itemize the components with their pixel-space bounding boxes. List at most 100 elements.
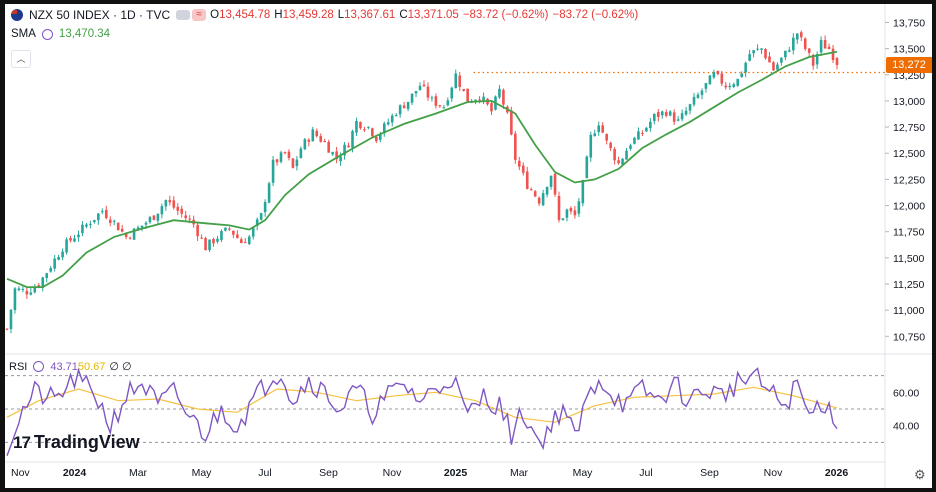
open-value: 13,454.78 bbox=[219, 9, 271, 21]
candle-body bbox=[228, 228, 231, 230]
x-tick-label: Sep bbox=[700, 467, 719, 479]
candle-body bbox=[629, 145, 632, 149]
candle-body bbox=[720, 73, 724, 84]
rsi-tick-label: 60.00 bbox=[893, 387, 919, 399]
tradingview-logo[interactable]: 17 TradingView bbox=[13, 432, 140, 453]
candle-body bbox=[196, 224, 199, 237]
candle-body bbox=[379, 134, 382, 140]
candle-body bbox=[819, 40, 823, 53]
rsi-line bbox=[6, 367, 838, 456]
candle-body bbox=[589, 134, 593, 158]
low-value: 13,367.61 bbox=[344, 9, 396, 21]
candle-body bbox=[418, 85, 422, 91]
candle-body bbox=[525, 171, 529, 189]
candle-body bbox=[410, 93, 414, 103]
candle-body bbox=[799, 32, 803, 38]
candle-body bbox=[259, 213, 263, 220]
candle-body bbox=[363, 129, 366, 131]
candle-body bbox=[327, 142, 330, 153]
eye-icon[interactable] bbox=[41, 28, 53, 40]
wave-icon[interactable]: ≈ bbox=[192, 9, 207, 21]
y-tick-label: 11,250 bbox=[893, 279, 924, 291]
y-tick-label: 12,750 bbox=[893, 122, 925, 134]
candle-body bbox=[104, 209, 108, 219]
candle-body bbox=[593, 133, 597, 137]
candle-body bbox=[458, 75, 462, 87]
candle-body bbox=[406, 101, 410, 110]
candle-body bbox=[5, 328, 9, 330]
candle-body bbox=[625, 150, 628, 160]
symbol-title[interactable]: NZX 50 INDEX · 1D · TVC bbox=[29, 8, 171, 22]
candle-body bbox=[180, 208, 184, 214]
candle-body bbox=[430, 97, 434, 99]
candle-body bbox=[204, 238, 207, 251]
x-tick-label: 2026 bbox=[825, 467, 849, 479]
candle-body bbox=[744, 62, 747, 73]
candle-body bbox=[597, 125, 601, 133]
rsi-tick-label: 40.00 bbox=[893, 421, 919, 433]
candle-body bbox=[498, 88, 501, 98]
candle-body bbox=[307, 139, 311, 142]
candle-body bbox=[212, 238, 215, 244]
candle-body bbox=[375, 136, 378, 142]
candle-body bbox=[827, 46, 831, 49]
candle-body bbox=[172, 200, 176, 208]
candle-body bbox=[521, 165, 525, 173]
candle-body bbox=[549, 175, 553, 187]
candle-body bbox=[97, 213, 100, 221]
market-status-icon[interactable] bbox=[176, 10, 191, 20]
candle-body bbox=[402, 105, 406, 109]
y-tick-label: 13,000 bbox=[893, 96, 925, 108]
candle-body bbox=[815, 54, 819, 65]
candle-body bbox=[69, 237, 72, 241]
x-tick-label: Mar bbox=[510, 467, 529, 479]
rsi-ma-line bbox=[6, 386, 838, 423]
collapse-legend-button[interactable]: ︿ bbox=[11, 50, 31, 68]
price-chart[interactable]: 13,75013,50013,25013,00012,75012,50012,2… bbox=[5, 4, 932, 488]
candle-body bbox=[367, 126, 370, 128]
candle-body bbox=[283, 152, 287, 154]
candle-body bbox=[684, 110, 688, 115]
rsi-legend[interactable]: RSI 43.71 50.67 ∅ ∅ bbox=[9, 360, 132, 374]
y-tick-label: 11,750 bbox=[893, 227, 924, 239]
candle-body bbox=[65, 239, 68, 253]
rsi-ma-value: 50.67 bbox=[77, 360, 106, 373]
candle-body bbox=[394, 115, 398, 117]
x-tick-label: Nov bbox=[383, 467, 402, 479]
sma-legend[interactable]: SMA 13,470.34 bbox=[11, 28, 110, 40]
candle-body bbox=[446, 100, 450, 106]
gear-icon[interactable]: ⚙ bbox=[914, 467, 926, 482]
candle-body bbox=[267, 183, 271, 203]
candle-body bbox=[184, 215, 188, 219]
candle-body bbox=[152, 215, 156, 220]
candle-body bbox=[315, 130, 319, 137]
candle-body bbox=[37, 285, 41, 288]
y-tick-label: 12,250 bbox=[893, 174, 925, 186]
candle-body bbox=[13, 288, 17, 311]
candle-body bbox=[795, 33, 799, 40]
y-tick-label: 12,500 bbox=[893, 148, 925, 160]
candle-body bbox=[390, 115, 394, 123]
candle-body bbox=[768, 56, 771, 63]
high-value: 13,459.28 bbox=[282, 9, 334, 21]
candle-body bbox=[545, 186, 549, 195]
candle-body bbox=[752, 50, 755, 54]
candle-body bbox=[279, 152, 283, 162]
candle-body bbox=[672, 112, 676, 122]
rsi-label: RSI bbox=[9, 360, 28, 373]
candle-body bbox=[704, 83, 708, 89]
candle-body bbox=[251, 227, 255, 237]
candle-body bbox=[148, 217, 152, 223]
candle-body bbox=[414, 90, 418, 94]
eye-icon[interactable] bbox=[33, 361, 45, 372]
x-tick-label: 2025 bbox=[444, 467, 468, 479]
candle-body bbox=[533, 191, 537, 197]
candle-body bbox=[442, 107, 446, 109]
candle-body bbox=[740, 73, 743, 77]
candle-body bbox=[208, 239, 211, 251]
candle-body bbox=[776, 64, 779, 70]
candle-body bbox=[93, 219, 96, 223]
candle-body bbox=[696, 94, 700, 98]
candle-body bbox=[116, 222, 120, 231]
candle-body bbox=[81, 224, 84, 234]
